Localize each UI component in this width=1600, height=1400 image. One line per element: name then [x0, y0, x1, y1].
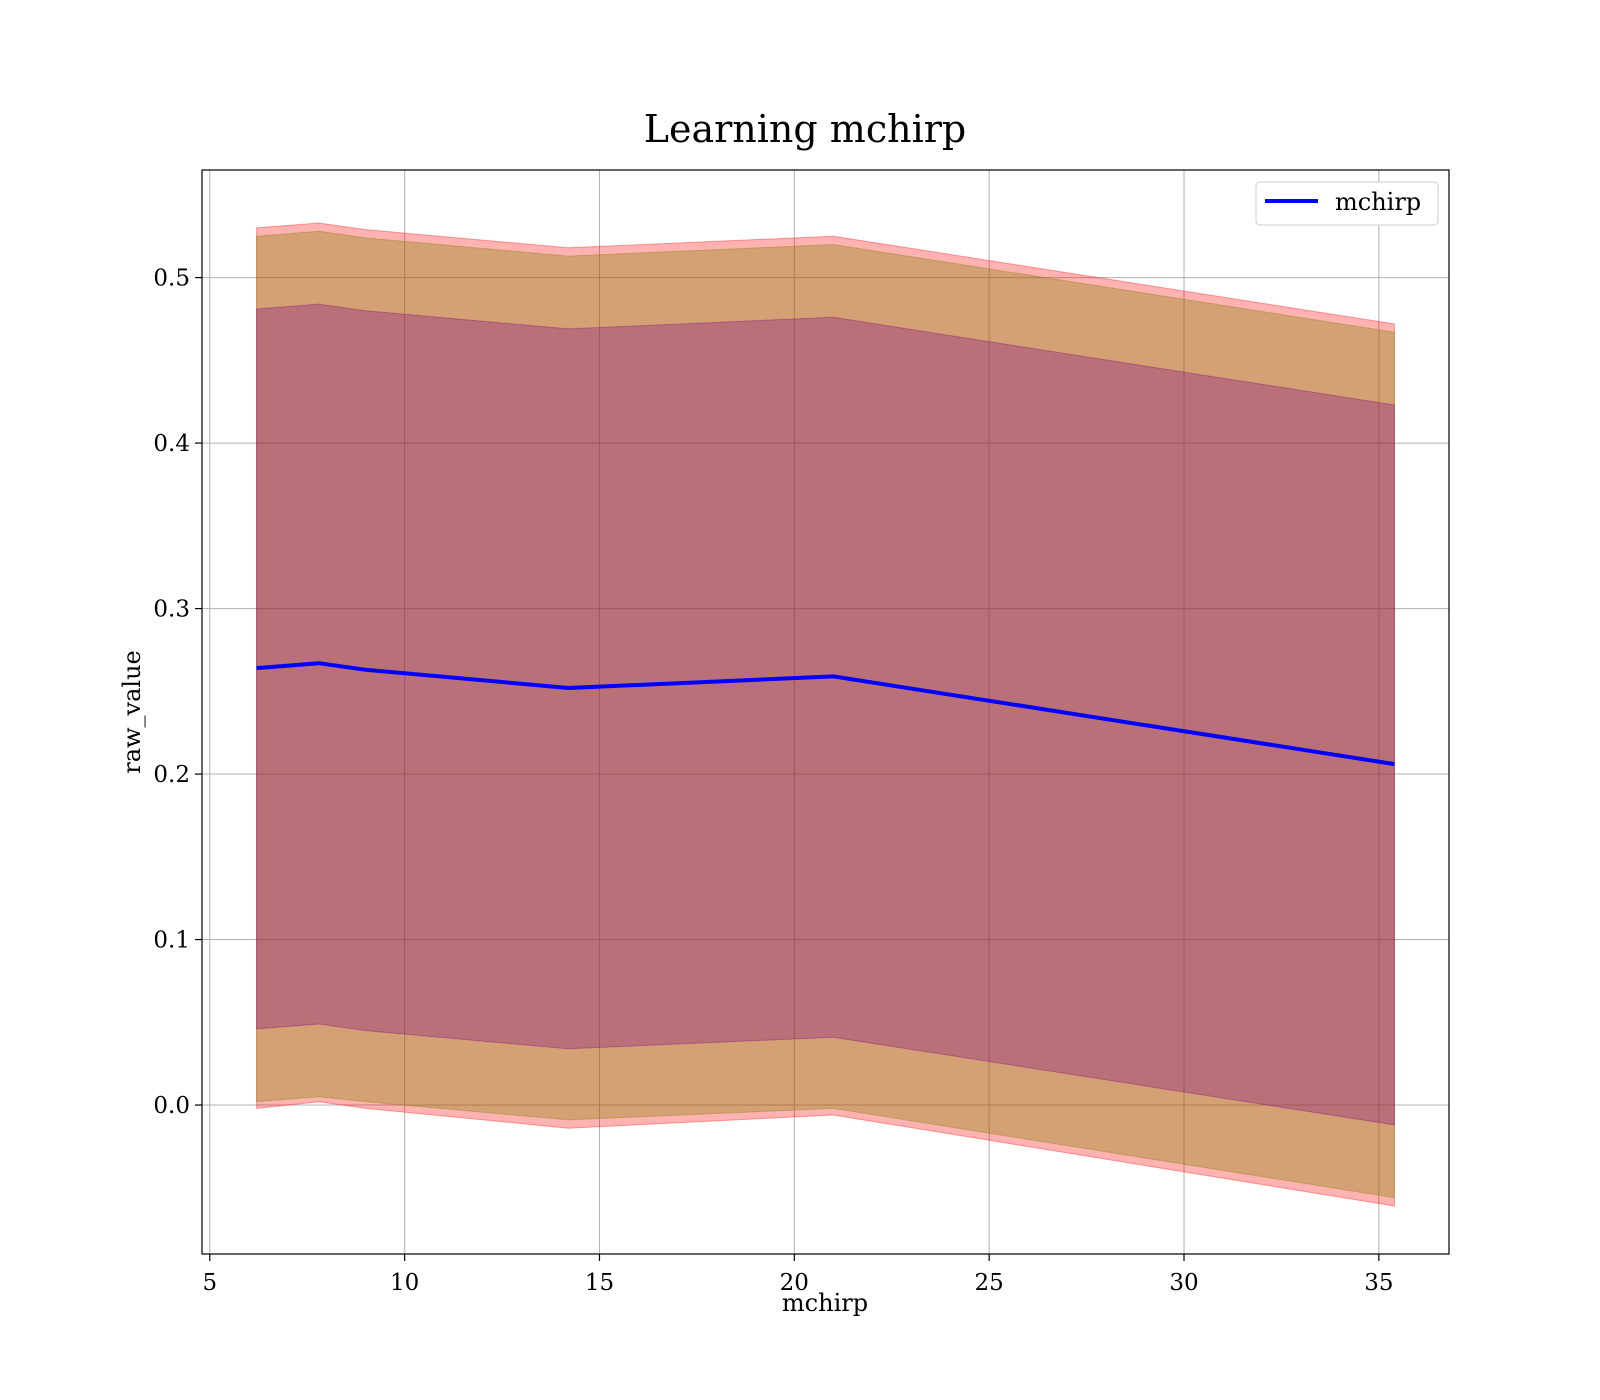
confidence-band-1: [256, 230, 1395, 1199]
x-tick-label-6: 35: [1364, 1270, 1393, 1296]
chart-title: Learning mchirp: [644, 107, 966, 151]
x-axis-label: mchirp: [782, 1289, 868, 1317]
x-tick-label-5: 30: [1169, 1270, 1198, 1296]
y-tick-label-3: 0.3: [153, 597, 190, 623]
y-tick-label-1: 0.1: [153, 928, 190, 954]
x-tick-label-1: 10: [390, 1270, 419, 1296]
y-axis-ticks: 0.0 0.1 0.2 0.3 0.4 0.5: [153, 266, 202, 1119]
x-tick-label-2: 15: [585, 1270, 614, 1296]
confidence-band-0: [256, 222, 1395, 1207]
series-lines: [256, 661, 1395, 767]
plot-frame: [201, 169, 1450, 1255]
legend-label-mchirp: mchirp: [1335, 188, 1421, 216]
y-tick-label-2: 0.2: [153, 762, 190, 788]
series-line-0: [256, 661, 1395, 767]
x-axis-ticks: 5 10 15 20 25 30 35: [202, 1254, 1393, 1296]
legend: mchirp: [1255, 181, 1439, 226]
y-tick-label-0: 0.0: [153, 1093, 190, 1119]
x-tick-label-4: 25: [975, 1270, 1004, 1296]
y-axis-label: raw_value: [118, 650, 146, 774]
legend-box: [1255, 181, 1439, 226]
confidence-band-2: [256, 303, 1395, 1126]
grid: [202, 170, 1449, 1254]
y-tick-label-5: 0.5: [153, 266, 190, 292]
confidence-bands: [256, 222, 1395, 1207]
y-tick-label-4: 0.4: [153, 431, 190, 457]
x-tick-label-3: 20: [780, 1270, 809, 1296]
x-tick-label-0: 5: [202, 1270, 217, 1296]
